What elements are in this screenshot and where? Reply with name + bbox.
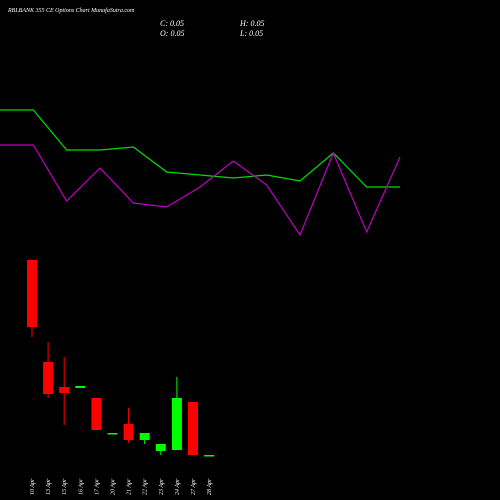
- candle-body: [43, 362, 54, 394]
- x-tick-label: 15 Apr: [62, 478, 68, 495]
- x-tick-label: 27 Apr: [191, 478, 197, 495]
- x-tick-label: 17 Apr: [94, 478, 100, 495]
- candle-body: [59, 387, 70, 393]
- x-tick-label: 13 Apr: [46, 478, 52, 495]
- high-label: H: 0.05: [239, 19, 264, 28]
- candle-body: [75, 386, 86, 388]
- open-label: O: 0.05: [160, 29, 184, 38]
- indicator-line: [0, 144, 401, 237]
- candle-body: [171, 398, 182, 450]
- candle-body: [188, 402, 198, 455]
- candle-body: [27, 260, 37, 327]
- x-tick-label: 20 Apr: [111, 478, 117, 495]
- x-tick-label: 28 Apr: [207, 478, 213, 495]
- x-tick-label: 24 Apr: [174, 478, 181, 495]
- low-label: L: 0.05: [239, 29, 263, 38]
- candle-body: [204, 455, 215, 457]
- x-tick-label: 10 Apr: [30, 478, 36, 495]
- candle-body: [139, 433, 150, 440]
- x-tick-label: 23 Apr: [159, 478, 165, 495]
- candle-body: [123, 424, 134, 440]
- x-tick-label: 21 Apr: [127, 478, 133, 495]
- candle-body: [91, 398, 102, 430]
- candle-body: [155, 444, 166, 451]
- x-tick-label: 16 Apr: [78, 478, 84, 495]
- indicator-line: [0, 109, 400, 188]
- close-label: C: 0.05: [160, 19, 184, 28]
- x-tick-label: 22 Apr: [143, 478, 149, 495]
- candle-body: [107, 433, 118, 435]
- chart-title: RBLBANK 355 CE Options Chart MunafaSutra…: [7, 7, 135, 14]
